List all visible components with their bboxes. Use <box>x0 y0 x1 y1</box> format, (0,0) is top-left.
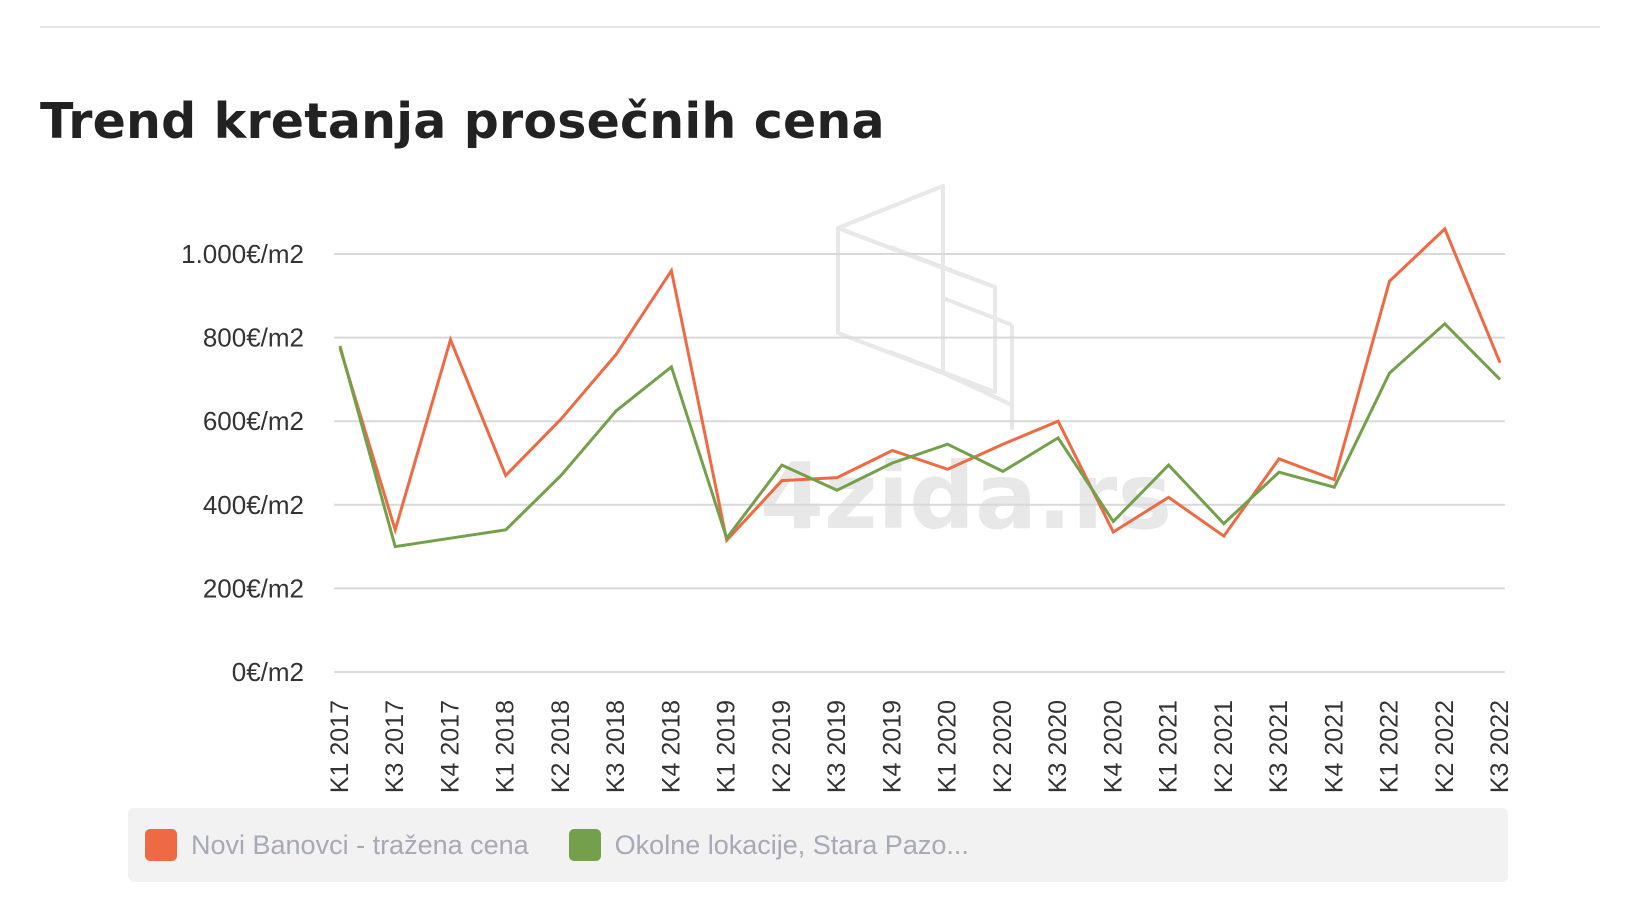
4zida-logo-icon <box>836 184 1014 430</box>
x-tick-label: K2 2020 <box>989 700 1017 793</box>
x-tick-label: K1 2019 <box>713 700 741 793</box>
x-tick-label: K3 2022 <box>1486 700 1514 793</box>
x-tick-label: K4 2019 <box>878 700 906 793</box>
x-tick-label: K4 2017 <box>436 700 464 793</box>
x-axis-labels: K1 2017 K3 2017 K4 2017 K1 2018 K2 2018 K3 20… <box>326 700 1514 793</box>
x-tick-label: K3 2018 <box>602 700 630 793</box>
legend-swatch <box>145 829 177 861</box>
legend-item-1[interactable]: Novi Banovci - tražena cena <box>145 829 529 861</box>
chart-title: Trend kretanja prosečnih cena <box>40 93 885 150</box>
legend-label: Novi Banovci - tražena cena <box>191 829 529 860</box>
x-tick-label: K1 2021 <box>1155 700 1183 793</box>
x-tick-label: K3 2021 <box>1265 700 1293 793</box>
x-tick-label: K4 2021 <box>1320 700 1348 793</box>
y-tick-label: 800€/m2 <box>203 323 304 353</box>
x-tick-label: K2 2018 <box>547 700 575 793</box>
legend-swatch <box>568 829 601 861</box>
series-lines <box>338 226 1502 549</box>
x-tick-label: K3 2017 <box>381 700 409 793</box>
y-tick-label: 1.000€/m2 <box>181 239 304 269</box>
watermark-text: 4zida.rs <box>760 443 1172 550</box>
watermark: 4zida.rs <box>760 184 1172 550</box>
y-tick-label: 0€/m2 <box>232 657 304 687</box>
x-tick-label: K1 2020 <box>934 700 962 793</box>
x-tick-label: K1 2022 <box>1376 700 1404 793</box>
series-line-1 <box>338 226 1502 544</box>
y-axis-labels: 0€/m2 200€/m2 400€/m2 600€/m2 800€/m2 1.000€/… <box>181 239 304 687</box>
y-tick-label: 400€/m2 <box>203 490 304 520</box>
y-tick-label: 600€/m2 <box>203 406 304 436</box>
legend: Novi Banovci - tražena cena Okolne lokaci… <box>128 808 1508 882</box>
x-tick-label: K3 2020 <box>1044 700 1072 793</box>
x-tick-label: K1 2017 <box>326 700 354 793</box>
x-tick-label: K1 2018 <box>492 700 520 793</box>
x-tick-label: K3 2019 <box>823 700 851 793</box>
y-tick-label: 200€/m2 <box>203 573 304 603</box>
series-line-2 <box>338 321 1502 549</box>
x-tick-label: K4 2018 <box>657 700 685 793</box>
x-tick-label: K2 2021 <box>1210 700 1238 793</box>
legend-item-2[interactable]: Okolne lokacije, Stara Pazo... <box>568 829 969 861</box>
legend-label: Okolne lokacije, Stara Pazo... <box>614 829 969 860</box>
x-tick-label: K2 2022 <box>1431 700 1459 793</box>
top-divider <box>40 26 1600 28</box>
x-tick-label: K2 2019 <box>768 700 796 793</box>
x-tick-label: K4 2020 <box>1099 700 1127 793</box>
